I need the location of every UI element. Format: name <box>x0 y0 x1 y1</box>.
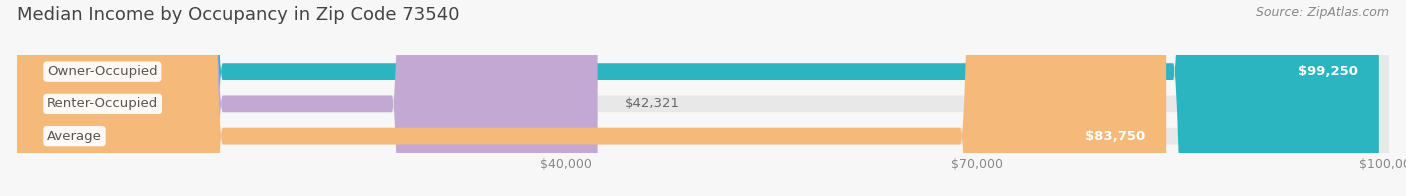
FancyBboxPatch shape <box>17 0 1389 196</box>
Text: Median Income by Occupancy in Zip Code 73540: Median Income by Occupancy in Zip Code 7… <box>17 6 460 24</box>
FancyBboxPatch shape <box>17 0 1166 196</box>
FancyBboxPatch shape <box>17 0 1379 196</box>
Text: Average: Average <box>46 130 103 143</box>
FancyBboxPatch shape <box>17 0 598 196</box>
FancyBboxPatch shape <box>17 0 1389 196</box>
Text: $83,750: $83,750 <box>1085 130 1146 143</box>
Text: $99,250: $99,250 <box>1298 65 1358 78</box>
Text: Owner-Occupied: Owner-Occupied <box>46 65 157 78</box>
Text: Renter-Occupied: Renter-Occupied <box>46 97 159 110</box>
FancyBboxPatch shape <box>17 0 1389 196</box>
Text: $42,321: $42,321 <box>626 97 681 110</box>
Text: Source: ZipAtlas.com: Source: ZipAtlas.com <box>1256 6 1389 19</box>
